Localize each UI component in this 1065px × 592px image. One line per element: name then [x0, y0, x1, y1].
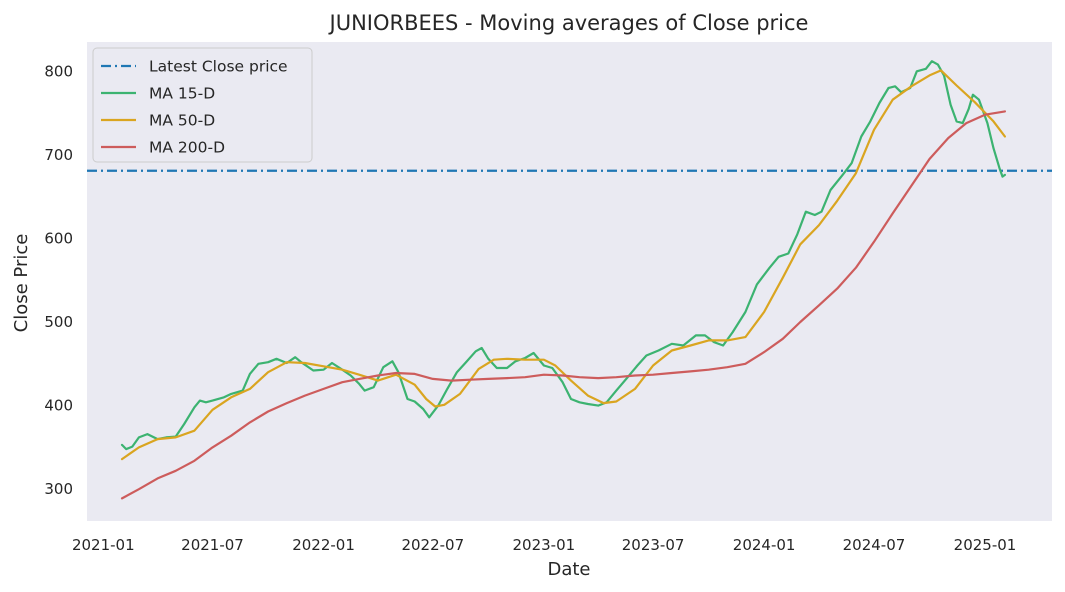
- x-tick-label: 2023-01: [513, 536, 576, 554]
- y-axis-label: Close Price: [11, 234, 32, 333]
- legend-entry-label: MA 15-D: [149, 85, 215, 103]
- series-line-ma-15-d: [120, 60, 1006, 451]
- x-axis-ticks: 2021-01 2021-07 2022-01 2022-07 2023-01 2023-…: [72, 536, 1016, 554]
- series-line-ma-50-d: [120, 69, 1006, 461]
- x-tick-label: 2022-07: [401, 536, 464, 554]
- y-tick-label: 300: [44, 480, 73, 498]
- y-axis-ticks: 300 400 500 600 700 800: [44, 62, 73, 498]
- y-tick-label: 400: [44, 397, 73, 415]
- x-axis-label: Date: [547, 559, 590, 580]
- chart-title: JUNIORBEES - Moving averages of Close pr…: [328, 11, 809, 35]
- x-tick-label: 2021-07: [181, 536, 244, 554]
- x-tick-label: 2024-01: [733, 536, 796, 554]
- y-tick-label: 700: [44, 146, 73, 164]
- legend-entry-label: MA 200-D: [149, 139, 225, 157]
- x-tick-label: 2022-01: [292, 536, 355, 554]
- series-line-ma-200-d: [120, 110, 1006, 500]
- legend: Latest Close price MA 15-D MA 50-D MA 200-D: [92, 47, 313, 163]
- x-tick-label: 2024-07: [843, 536, 906, 554]
- x-tick-label: 2023-07: [622, 536, 685, 554]
- series-layer: [120, 60, 1006, 500]
- legend-entry-label: MA 50-D: [149, 112, 215, 130]
- y-tick-label: 500: [44, 313, 73, 331]
- y-tick-label: 800: [44, 62, 73, 80]
- x-tick-label: 2021-01: [72, 536, 135, 554]
- y-tick-label: 600: [44, 229, 73, 247]
- x-tick-label: 2025-01: [954, 536, 1017, 554]
- legend-box: [92, 47, 313, 163]
- legend-entry-label: Latest Close price: [149, 58, 288, 76]
